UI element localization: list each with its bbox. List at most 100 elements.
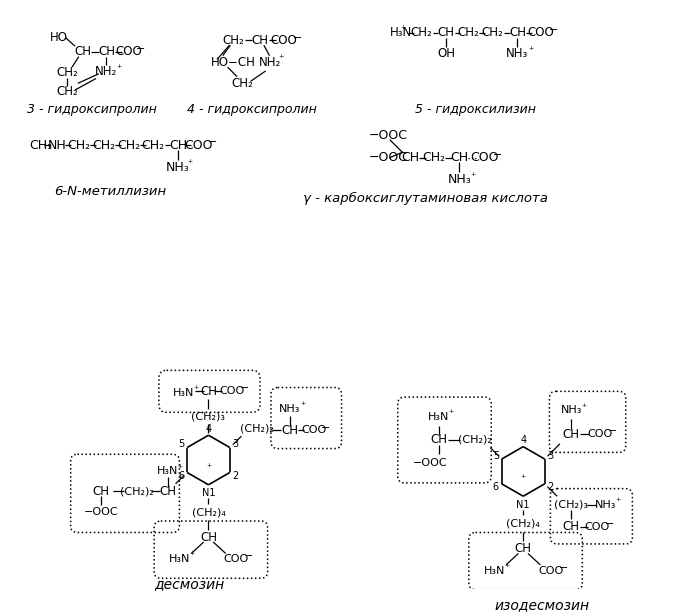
Text: ⁺: ⁺	[521, 474, 526, 484]
Text: CH₂: CH₂	[141, 139, 164, 152]
Text: 5 - гидроксилизин: 5 - гидроксилизин	[415, 102, 536, 116]
Text: CH: CH	[514, 542, 532, 555]
Text: −OOC: −OOC	[369, 151, 407, 164]
Text: (CH₂)₃: (CH₂)₃	[192, 411, 225, 421]
Text: 2: 2	[232, 471, 239, 481]
Text: 3: 3	[547, 451, 554, 461]
Text: NH₂: NH₂	[258, 56, 281, 69]
Text: H₃N: H₃N	[390, 26, 412, 39]
Text: ⁺: ⁺	[178, 463, 183, 474]
Text: CH₃: CH₃	[29, 139, 52, 152]
Text: COO: COO	[115, 45, 142, 58]
Text: ⁺: ⁺	[190, 551, 195, 562]
Text: NH₃: NH₃	[561, 405, 582, 416]
Text: CH: CH	[563, 428, 580, 441]
Text: N1: N1	[202, 489, 215, 498]
Text: γ - карбоксиглутаминовая кислота: γ - карбоксиглутаминовая кислота	[304, 192, 548, 205]
Text: COO: COO	[584, 522, 610, 531]
Text: 2: 2	[547, 482, 554, 492]
Text: ⁺: ⁺	[615, 497, 621, 507]
Text: CH₂: CH₂	[57, 85, 78, 99]
Text: −: −	[605, 519, 614, 529]
Text: ⁺: ⁺	[300, 401, 305, 411]
Text: CH₂: CH₂	[422, 151, 445, 164]
Text: ⁺: ⁺	[581, 403, 587, 413]
Text: −OOC: −OOC	[413, 458, 447, 468]
Text: CH₂: CH₂	[57, 66, 78, 79]
Text: CH₂: CH₂	[92, 139, 116, 152]
Text: (CH₂)₄: (CH₂)₄	[192, 508, 225, 517]
Text: NH₃: NH₃	[279, 403, 301, 414]
Text: CH: CH	[430, 433, 447, 446]
Text: CH: CH	[200, 385, 217, 398]
Text: HO: HO	[50, 31, 68, 44]
Text: ⁺: ⁺	[449, 409, 454, 419]
Text: CH: CH	[563, 520, 580, 533]
Text: CH₂: CH₂	[223, 34, 244, 47]
Text: CH: CH	[160, 485, 176, 498]
Text: 6: 6	[493, 482, 499, 492]
Text: H₃N: H₃N	[169, 554, 190, 564]
Text: CH₂: CH₂	[457, 26, 479, 39]
Text: CH₂: CH₂	[117, 139, 140, 152]
Text: COO: COO	[270, 34, 298, 47]
Text: H₃N: H₃N	[428, 412, 449, 422]
Text: (CH₂)₂: (CH₂)₂	[239, 424, 274, 433]
Text: H₃N: H₃N	[484, 566, 505, 576]
Text: −: −	[136, 44, 146, 54]
Text: ⁺: ⁺	[400, 25, 406, 35]
Text: 6-N-метиллизин: 6-N-метиллизин	[54, 185, 167, 197]
Text: COO: COO	[538, 566, 564, 576]
Text: NH₃: NH₃	[166, 161, 190, 173]
Text: CH: CH	[200, 531, 217, 544]
Text: OH: OH	[437, 47, 455, 60]
Text: CH: CH	[438, 26, 454, 39]
Text: −OOC: −OOC	[84, 508, 118, 517]
Text: (CH₂)₂: (CH₂)₂	[458, 435, 492, 445]
Text: −OOC: −OOC	[369, 129, 407, 142]
Text: −: −	[208, 137, 217, 148]
Text: CH: CH	[74, 45, 91, 58]
Text: COO: COO	[185, 139, 214, 152]
Text: HO−CH: HO−CH	[211, 56, 256, 69]
Text: CH: CH	[281, 424, 298, 437]
Text: (CH₂)₄: (CH₂)₄	[506, 519, 540, 529]
Text: изодесмозин: изодесмозин	[495, 598, 590, 612]
Text: ⁺: ⁺	[528, 46, 533, 56]
Text: ⁺: ⁺	[504, 563, 510, 573]
Text: (CH₂)₂: (CH₂)₂	[120, 487, 155, 497]
Text: 5: 5	[178, 440, 184, 449]
Text: −: −	[321, 422, 330, 433]
Text: NH: NH	[48, 139, 66, 152]
Text: 3: 3	[232, 440, 239, 449]
Text: NH₃: NH₃	[447, 173, 471, 186]
Text: 5: 5	[493, 451, 499, 461]
Text: 4: 4	[205, 424, 211, 433]
Text: H₃N: H₃N	[158, 466, 178, 476]
Text: десмозин: десмозин	[154, 577, 225, 591]
Text: CH: CH	[402, 151, 420, 164]
Text: CH₂: CH₂	[482, 26, 503, 39]
Text: −: −	[559, 563, 568, 573]
Text: COO: COO	[301, 425, 326, 435]
Text: COO: COO	[223, 554, 248, 564]
Text: ⁺: ⁺	[193, 386, 199, 395]
Text: CH₂: CH₂	[67, 139, 90, 152]
Text: 3 - гидроксипролин: 3 - гидроксипролин	[27, 102, 157, 116]
Text: CH: CH	[450, 151, 468, 164]
Text: H₃N: H₃N	[173, 388, 195, 398]
Text: ⁺: ⁺	[206, 463, 211, 473]
Text: CH: CH	[169, 139, 187, 152]
Text: CH: CH	[251, 34, 269, 47]
Text: −: −	[240, 384, 249, 394]
Text: 4 - гидроксипролин: 4 - гидроксипролин	[188, 102, 317, 116]
Text: −: −	[293, 32, 302, 42]
Text: COO: COO	[220, 386, 245, 397]
Text: N1: N1	[517, 500, 530, 510]
Text: ⁺: ⁺	[278, 55, 284, 64]
Text: (CH₂)₃: (CH₂)₃	[554, 500, 589, 510]
Text: 6: 6	[178, 471, 184, 481]
Text: NH₂: NH₂	[95, 66, 118, 78]
Text: CH₂: CH₂	[410, 26, 432, 39]
Text: CH: CH	[98, 45, 115, 58]
